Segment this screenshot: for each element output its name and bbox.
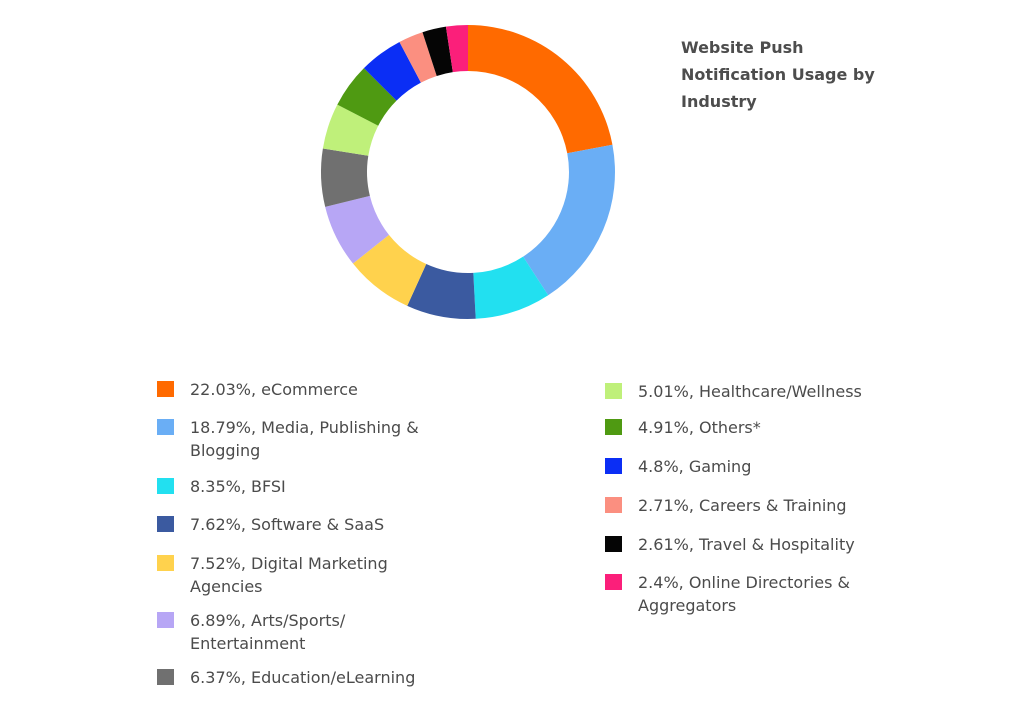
donut-slice-11 xyxy=(399,32,437,83)
donut-slice-8 xyxy=(322,104,379,156)
legend-swatch xyxy=(157,478,174,494)
legend-swatch xyxy=(605,419,622,435)
donut-slice-10 xyxy=(363,41,421,101)
legend-swatch xyxy=(157,669,174,685)
legend-label: 4.8%, Gaming xyxy=(638,457,752,476)
donut-slice-2 xyxy=(523,144,615,296)
legend-swatch xyxy=(605,574,622,590)
legend-label: 8.35%, BFSI xyxy=(190,477,286,496)
legend-label: 4.91%, Others* xyxy=(638,418,761,437)
chart-title: Website Push Notification Usage by Indus… xyxy=(681,38,875,111)
legend-swatch xyxy=(605,383,622,399)
legend-label: 7.52%, Digital Marketing Agencies xyxy=(190,554,388,596)
legend-label: 7.62%, Software & SaaS xyxy=(190,515,385,534)
donut-slice-4 xyxy=(407,263,476,320)
legend-swatch xyxy=(157,612,174,628)
donut-slice-9 xyxy=(337,68,397,126)
donut-slice-1 xyxy=(468,25,613,154)
donut-slice-5 xyxy=(352,234,427,306)
legend-label: 2.4%, Online Directories & Aggregators xyxy=(638,573,850,615)
legend-label: 18.79%, Media, Publishing & Blogging xyxy=(190,418,419,460)
donut-slice-13 xyxy=(445,25,468,73)
legend-swatch xyxy=(605,497,622,513)
legend-label: 5.01%, Healthcare/Wellness xyxy=(638,382,862,401)
legend-label: 2.61%, Travel & Hospitality xyxy=(638,535,855,554)
donut-slice-6 xyxy=(325,195,389,264)
donut-slice-12 xyxy=(422,26,453,76)
legend-label: 6.37%, Education/eLearning xyxy=(190,668,416,687)
legend-label: 22.03%, eCommerce xyxy=(190,380,358,399)
legend-swatch xyxy=(157,381,174,397)
legend-label: 6.89%, Arts/Sports/Entertainment xyxy=(190,611,346,653)
donut-slice-3 xyxy=(473,256,549,319)
legend-label: 2.71%, Careers & Training xyxy=(638,496,847,515)
legend-swatch xyxy=(157,555,174,571)
legend-swatch xyxy=(157,516,174,532)
legend-swatch xyxy=(605,536,622,552)
legend-swatch xyxy=(605,458,622,474)
legend-swatch xyxy=(157,419,174,435)
donut-slice-7 xyxy=(321,148,370,207)
donut-chart xyxy=(321,25,615,320)
